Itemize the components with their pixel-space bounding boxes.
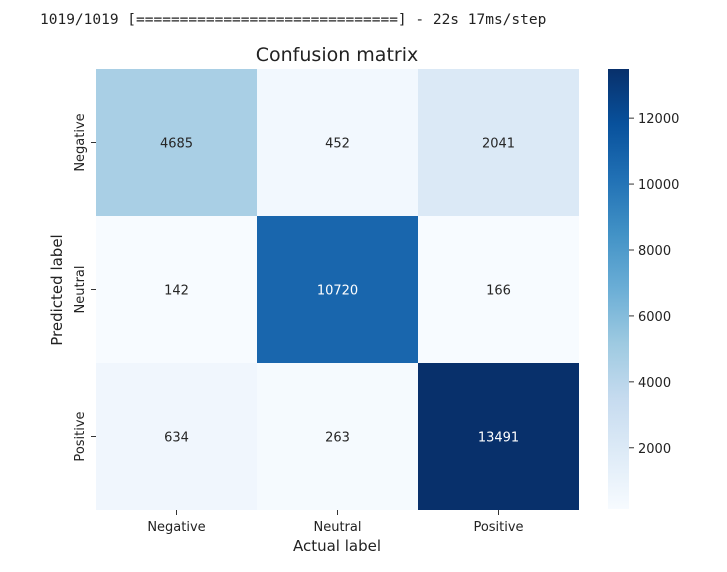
cell-value-label: 4685 [160, 137, 193, 152]
cell-value-label: 634 [164, 431, 189, 446]
x-tick-labels: Negative Neutral Positive [147, 510, 524, 535]
heatmap-cell [257, 363, 418, 510]
heatmap-cells: 4685 452 2041 142 10720 166 634 263 13491 [96, 69, 579, 510]
heatmap-cell [418, 69, 579, 216]
cell-value-label: 10720 [317, 284, 358, 299]
x-axis-label: Actual label [293, 537, 381, 555]
cell-value-label: 166 [486, 284, 511, 299]
cell-value-label: 452 [325, 137, 350, 152]
colorbar-tick-label: 4000 [638, 376, 671, 391]
heatmap-cell [418, 216, 579, 363]
cell-value-label: 13491 [478, 431, 519, 446]
heatmap-cell [96, 69, 257, 216]
y-axis-label: Predicted label [48, 234, 66, 345]
colorbar-tick-label: 12000 [638, 112, 679, 127]
chart-title: Confusion matrix [256, 44, 418, 66]
colorbar-ticks: 2000 4000 6000 8000 10000 12000 [629, 112, 679, 457]
colorbar-tick-label: 6000 [638, 310, 671, 325]
heatmap-cell [96, 363, 257, 510]
y-tick-labels: Negative Neutral Positive [73, 113, 96, 462]
heatmap-cell [257, 216, 418, 363]
y-tick-label: Negative [73, 113, 88, 171]
colorbar [608, 69, 629, 509]
y-tick-label: Neutral [73, 266, 88, 314]
x-tick-label: Positive [473, 520, 523, 535]
colorbar-tick-label: 10000 [638, 178, 679, 193]
x-tick-label: Neutral [314, 520, 362, 535]
cell-value-label: 142 [164, 284, 189, 299]
heatmap-cell [257, 69, 418, 216]
cell-value-label: 2041 [482, 137, 515, 152]
colorbar-tick-label: 2000 [638, 442, 671, 457]
cell-value-label: 263 [325, 431, 350, 446]
heatmap-cell [418, 363, 579, 510]
y-tick-label: Positive [73, 411, 88, 461]
console-progress-line: 1019/1019 [=============================… [40, 12, 547, 28]
heatmap-cell [96, 216, 257, 363]
colorbar-tick-label: 8000 [638, 244, 671, 259]
x-tick-label: Negative [147, 520, 205, 535]
